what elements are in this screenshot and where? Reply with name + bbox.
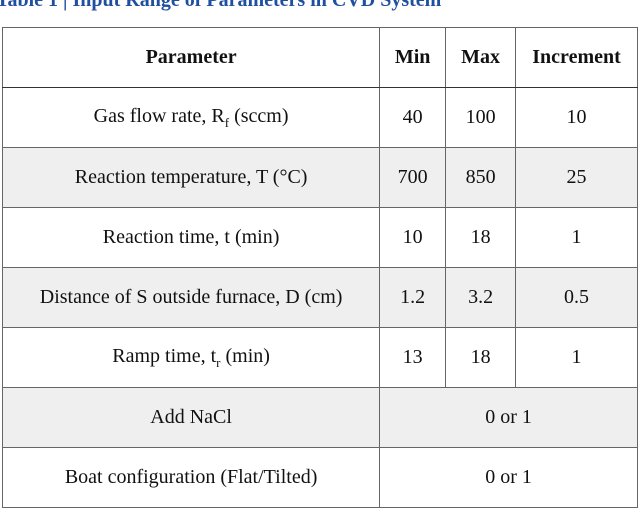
value-cell: 700	[379, 147, 447, 208]
parameter-cell: Reaction time, t (min)	[1, 207, 381, 268]
value-cell: 40	[379, 87, 447, 148]
table-row: Reaction time, t (min) 10 18 1	[1, 207, 638, 268]
header-row: Parameter Min Max Increment	[1, 27, 638, 88]
value-cell: 1	[515, 207, 638, 268]
value-cell: 0.5	[515, 267, 638, 328]
parameter-cell: Add NaCl	[1, 387, 381, 448]
table-row: Reaction temperature, T (°C) 700 850 25	[1, 147, 638, 208]
value-cell: 18	[445, 327, 517, 388]
value-cell: 0 or 1	[379, 447, 638, 508]
parameter-cell: Reaction temperature, T (°C)	[1, 147, 381, 208]
parameter-cell: Gas flow rate, Rf (sccm)	[1, 87, 381, 148]
header-cell: Max	[445, 27, 517, 88]
value-cell: 10	[515, 87, 638, 148]
value-cell: 1.2	[379, 267, 447, 328]
value-cell: 10	[379, 207, 447, 268]
value-cell: 1	[515, 327, 638, 388]
subscript: f	[224, 114, 230, 130]
table-row: Add NaCl 0 or 1	[1, 387, 638, 448]
parameter-cell: Distance of S outside furnace, D (cm)	[1, 267, 381, 328]
table-body: Gas flow rate, Rf (sccm) 40 100 10 Reaction …	[1, 87, 638, 508]
header-cell: Min	[379, 27, 447, 88]
parameter-table: Parameter Min Max Increment Gas flow rate, …	[1, 27, 638, 508]
parameter-cell: Ramp time, tr (min)	[1, 327, 381, 388]
header-cell: Increment	[515, 27, 638, 88]
value-cell: 25	[515, 147, 638, 208]
value-cell: 18	[445, 207, 517, 268]
value-cell: 0 or 1	[379, 387, 638, 448]
value-cell: 850	[445, 147, 517, 208]
header-cell: Parameter	[1, 27, 381, 88]
parameter-cell: Boat configuration (Flat/Tilted)	[1, 447, 381, 508]
table-row: Gas flow rate, Rf (sccm) 40 100 10	[1, 87, 638, 148]
table-row: Ramp time, tr (min) 13 18 1	[1, 327, 638, 388]
value-cell: 100	[445, 87, 517, 148]
table-row: Distance of S outside furnace, D (cm) 1.2…	[1, 267, 638, 328]
table-row: Boat configuration (Flat/Tilted) 0 or 1	[1, 447, 638, 508]
cell-text: Gas flow rate, R	[93, 104, 225, 127]
cell-text: (min)	[220, 344, 270, 367]
cell-text: (sccm)	[229, 104, 289, 127]
cell-text: Ramp time, t	[112, 344, 217, 367]
value-cell: 13	[379, 327, 447, 388]
subscript: r	[216, 354, 221, 370]
value-cell: 3.2	[445, 267, 517, 328]
table-title: Table 1 | Input Range of Parameters in C…	[0, 0, 442, 11]
